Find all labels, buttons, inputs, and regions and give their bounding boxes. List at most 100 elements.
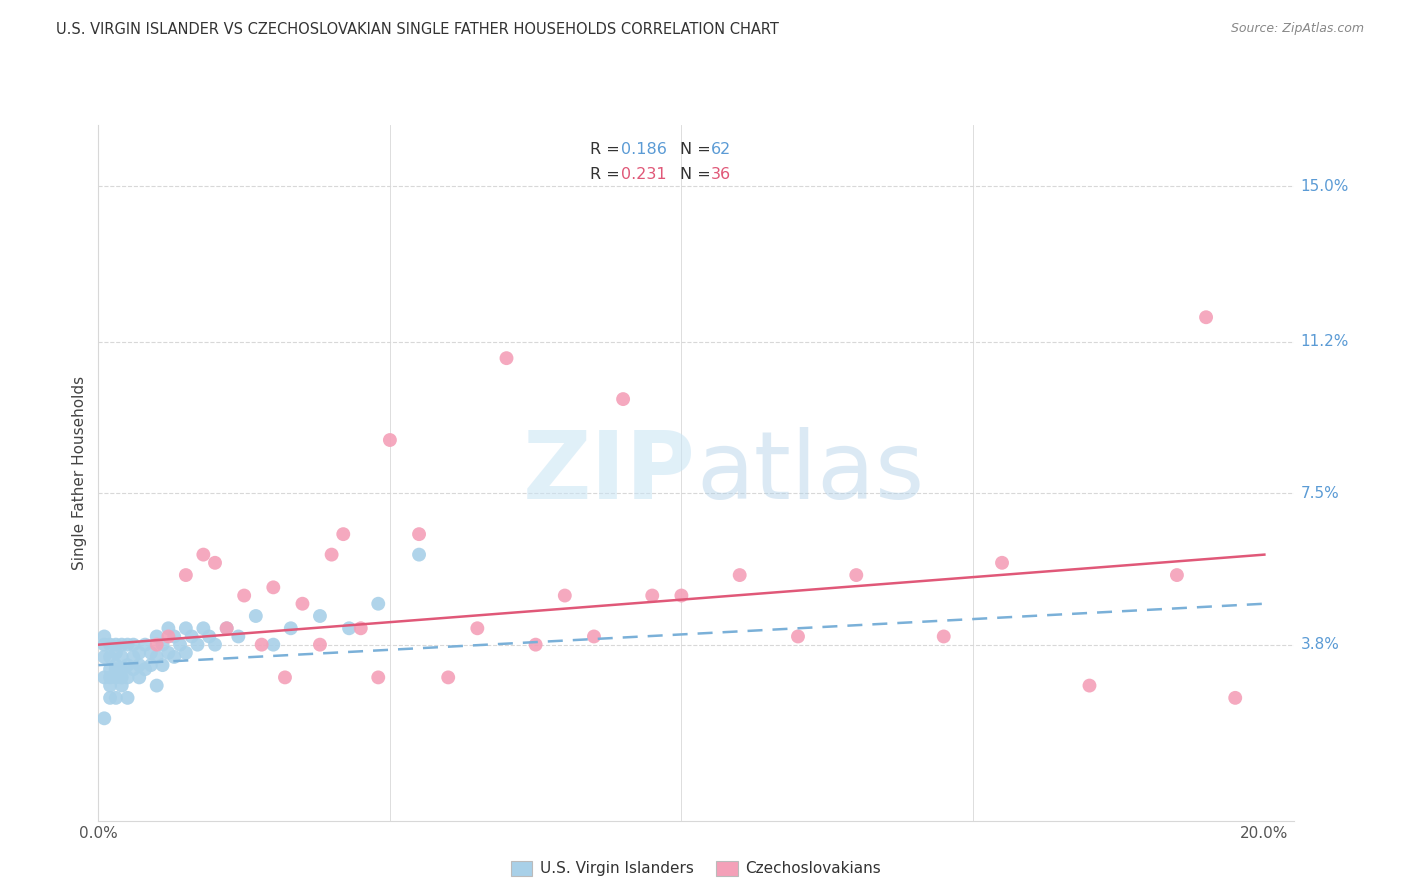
- Y-axis label: Single Father Households: Single Father Households: [72, 376, 87, 570]
- Point: [145, 679, 167, 693]
- Point: [262, 638, 284, 652]
- Point: [204, 638, 226, 652]
- Point: [128, 658, 150, 673]
- Point: [163, 649, 186, 664]
- Point: [117, 690, 139, 705]
- Point: [122, 638, 145, 652]
- Text: 0.186: 0.186: [621, 142, 666, 156]
- Point: [215, 621, 238, 635]
- Point: [98, 679, 121, 693]
- Point: [193, 621, 215, 635]
- Point: [111, 679, 134, 693]
- Point: [309, 638, 332, 652]
- Point: [98, 662, 121, 676]
- Point: [174, 621, 197, 635]
- Point: [367, 670, 389, 684]
- Text: R =: R =: [591, 167, 620, 182]
- Point: [128, 670, 150, 684]
- Point: [169, 638, 191, 652]
- Text: atlas: atlas: [696, 426, 924, 519]
- Point: [245, 609, 267, 624]
- Point: [122, 662, 145, 676]
- Point: [274, 670, 297, 684]
- Point: [408, 548, 430, 562]
- Text: Source: ZipAtlas.com: Source: ZipAtlas.com: [1230, 22, 1364, 36]
- Point: [991, 556, 1014, 570]
- Point: [524, 638, 547, 652]
- Point: [641, 589, 664, 603]
- Point: [111, 662, 134, 676]
- Point: [495, 351, 517, 366]
- Text: N =: N =: [681, 142, 711, 156]
- Point: [1078, 679, 1101, 693]
- Point: [122, 649, 145, 664]
- Point: [198, 630, 221, 644]
- Point: [98, 690, 121, 705]
- Point: [104, 662, 127, 676]
- Point: [104, 638, 127, 652]
- Point: [845, 568, 868, 582]
- Point: [250, 638, 273, 652]
- Text: 36: 36: [711, 167, 731, 182]
- Text: U.S. VIRGIN ISLANDER VS CZECHOSLOVAKIAN SINGLE FATHER HOUSEHOLDS CORRELATION CHA: U.S. VIRGIN ISLANDER VS CZECHOSLOVAKIAN …: [56, 22, 779, 37]
- Point: [111, 649, 134, 664]
- Point: [1166, 568, 1188, 582]
- Point: [139, 658, 162, 673]
- Text: N =: N =: [681, 167, 711, 182]
- Point: [93, 649, 115, 664]
- Point: [291, 597, 314, 611]
- Point: [582, 630, 605, 644]
- Point: [139, 646, 162, 660]
- Point: [186, 638, 208, 652]
- Point: [671, 589, 693, 603]
- Point: [104, 646, 127, 660]
- Point: [134, 638, 156, 652]
- Point: [93, 670, 115, 684]
- Point: [321, 548, 343, 562]
- Point: [145, 638, 167, 652]
- Text: 62: 62: [711, 142, 731, 156]
- Text: ZIP: ZIP: [523, 426, 696, 519]
- Point: [98, 670, 121, 684]
- Legend: U.S. Virgin Islanders, Czechoslovakians: U.S. Virgin Islanders, Czechoslovakians: [505, 855, 887, 882]
- Point: [280, 621, 302, 635]
- Point: [204, 556, 226, 570]
- Point: [104, 670, 127, 684]
- Point: [378, 433, 401, 447]
- Point: [163, 630, 186, 644]
- Point: [408, 527, 430, 541]
- Point: [152, 638, 174, 652]
- Point: [337, 621, 360, 635]
- Point: [111, 670, 134, 684]
- Point: [309, 609, 332, 624]
- Text: 3.8%: 3.8%: [1301, 637, 1340, 652]
- Point: [554, 589, 576, 603]
- Point: [98, 638, 121, 652]
- Point: [93, 638, 115, 652]
- Point: [350, 621, 373, 635]
- Point: [228, 630, 250, 644]
- Text: R =: R =: [591, 142, 620, 156]
- Point: [98, 649, 121, 664]
- Point: [93, 711, 115, 725]
- Point: [1225, 690, 1247, 705]
- Point: [332, 527, 354, 541]
- Point: [262, 580, 284, 594]
- Point: [157, 630, 180, 644]
- Text: 0.231: 0.231: [621, 167, 666, 182]
- Point: [157, 646, 180, 660]
- Point: [157, 621, 180, 635]
- Point: [93, 630, 115, 644]
- Point: [467, 621, 489, 635]
- Point: [152, 658, 174, 673]
- Point: [104, 690, 127, 705]
- Point: [117, 670, 139, 684]
- Point: [367, 597, 389, 611]
- Point: [215, 621, 238, 635]
- Point: [145, 630, 167, 644]
- Point: [787, 630, 810, 644]
- Point: [233, 589, 256, 603]
- Point: [174, 568, 197, 582]
- Point: [728, 568, 751, 582]
- Point: [128, 646, 150, 660]
